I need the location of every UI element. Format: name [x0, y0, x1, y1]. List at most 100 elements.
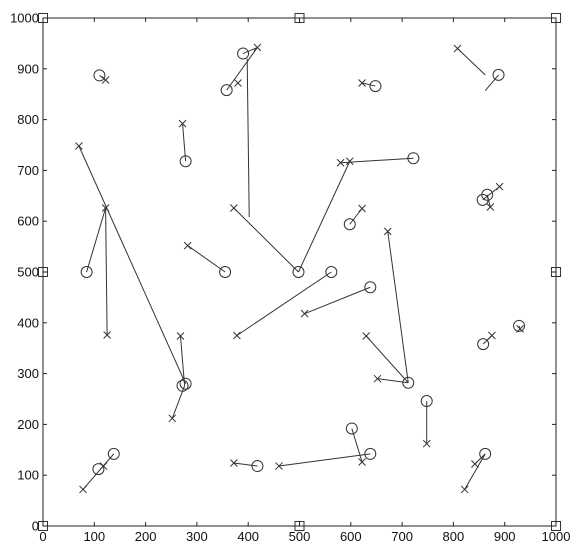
x-point	[471, 460, 479, 468]
connector-segment	[236, 271, 332, 336]
circle-point	[179, 377, 192, 390]
x-point-stroke	[101, 204, 110, 212]
circle-point	[492, 68, 505, 81]
x-point-stroke	[233, 331, 241, 340]
x-point	[373, 374, 382, 383]
x-point	[516, 325, 524, 333]
connector-segment	[304, 286, 371, 315]
y-tick-label: 100	[17, 468, 39, 483]
x-tick-label: 600	[340, 529, 362, 544]
y-tick-label: 0	[32, 519, 39, 534]
x-point-stroke	[234, 79, 242, 87]
connector-segment	[187, 245, 226, 273]
circle-point	[369, 80, 382, 93]
x-point	[183, 241, 192, 250]
y-tick-label: 1000	[10, 11, 39, 26]
connector-segment	[86, 207, 107, 273]
y-tick-label: 200	[17, 417, 39, 432]
connector-segment	[278, 453, 371, 467]
x-point	[253, 43, 262, 52]
x-tick-label: 1000	[542, 529, 571, 544]
x-point-stroke	[229, 459, 238, 467]
circle-point	[80, 266, 93, 278]
x-point	[300, 309, 309, 318]
x-point	[233, 331, 241, 340]
circle-point	[325, 266, 338, 278]
x-point-stroke	[168, 414, 177, 423]
x-point	[229, 459, 238, 467]
x-point	[453, 44, 462, 53]
circle-point	[92, 463, 105, 476]
y-tick-label: 600	[17, 214, 39, 229]
circle-point	[402, 376, 415, 389]
x-point	[176, 332, 185, 340]
x-point	[101, 76, 110, 84]
x-point-stroke	[176, 332, 185, 340]
connector-segment	[361, 82, 376, 87]
connector-segment	[78, 145, 187, 384]
circle-point	[220, 84, 233, 97]
x-point-stroke	[486, 203, 495, 211]
x-point-stroke	[488, 331, 496, 340]
connector-segment	[246, 58, 250, 218]
x-axis: 0 100 200 300 400 500 600 700 800 900 1000	[39, 18, 570, 544]
circle-point	[179, 155, 192, 168]
x-point-stroke	[336, 158, 345, 167]
y-tick-label: 900	[17, 61, 39, 76]
y-tick-label: 400	[17, 315, 39, 330]
x-point-stroke	[422, 439, 431, 448]
marker-layer	[38, 13, 561, 531]
connector-segment	[457, 48, 486, 76]
connector-segment	[233, 462, 258, 467]
x-tick-label: 500	[289, 529, 311, 544]
circle-point	[364, 281, 377, 294]
y-tick-label: 500	[17, 265, 39, 280]
x-point	[358, 79, 366, 87]
connector-segment	[226, 47, 258, 91]
plot-frame	[42, 17, 557, 527]
x-point	[229, 204, 238, 212]
y-axis: 0 100 200 300 400 500 600 700 800 900 1000	[10, 11, 556, 534]
x-point	[486, 203, 495, 211]
x-point	[345, 157, 354, 166]
connector-segment	[105, 207, 108, 335]
x-point-stroke	[373, 374, 382, 383]
circle-point	[420, 395, 433, 408]
circle-point	[176, 379, 189, 392]
x-tick-label: 300	[186, 529, 208, 544]
circle-point	[251, 460, 264, 473]
x-point	[383, 227, 392, 236]
x-point	[358, 458, 366, 466]
x-point	[362, 332, 371, 340]
x-point-stroke	[79, 485, 87, 494]
connector-segment	[340, 157, 414, 164]
x-point-stroke	[362, 332, 371, 340]
circle-point	[477, 338, 490, 351]
x-point	[178, 119, 187, 128]
circle-point	[93, 69, 106, 82]
connector-segment	[82, 453, 115, 490]
circle-point	[107, 447, 120, 460]
x-tick-label: 900	[494, 529, 516, 544]
x-point-stroke	[460, 485, 469, 494]
x-point-stroke	[229, 204, 238, 212]
x-point	[168, 414, 177, 423]
circle-point	[481, 188, 494, 201]
circle-point	[219, 266, 232, 278]
y-tick-label: 300	[17, 366, 39, 381]
connector-segment	[182, 123, 187, 162]
x-tick-label: 700	[391, 529, 413, 544]
circle-point	[343, 218, 356, 231]
x-point	[275, 462, 283, 470]
circle-point	[345, 422, 358, 435]
connector-segment	[464, 453, 486, 490]
x-tick-label: 800	[443, 529, 465, 544]
x-tick-label: 0	[39, 529, 46, 544]
connector-segment	[233, 207, 299, 273]
x-point	[460, 485, 469, 494]
x-point	[79, 485, 87, 494]
x-point-stroke	[275, 462, 283, 470]
x-point-stroke	[103, 331, 111, 339]
x-tick-label: 400	[237, 529, 259, 544]
